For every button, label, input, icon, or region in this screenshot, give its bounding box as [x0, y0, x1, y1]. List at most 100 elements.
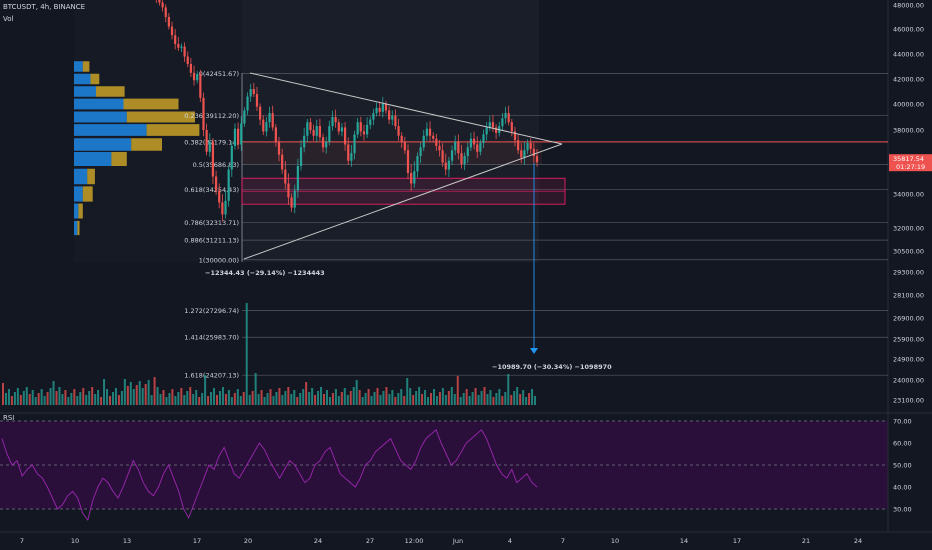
- time-tick-label: 10: [611, 537, 619, 545]
- candle-body: [230, 145, 233, 170]
- volume-bar: [435, 396, 438, 405]
- candle-body: [362, 131, 366, 135]
- candle-body: [243, 110, 246, 124]
- volume-bar: [284, 391, 287, 405]
- triangle-pattern[interactable]: [243, 72, 563, 260]
- volume-bar: [361, 397, 364, 405]
- volume-bar: [355, 380, 358, 405]
- volume-bar: [510, 395, 513, 405]
- candle-body: [312, 130, 315, 136]
- volume-bar: [400, 389, 403, 405]
- volume-bar: [218, 391, 221, 405]
- fib-level-label: 0.886(31211.13): [184, 237, 239, 245]
- candle-body: [199, 74, 202, 98]
- candle-body: [482, 134, 485, 144]
- candle-body: [233, 128, 237, 146]
- time-tick-label: 14: [680, 537, 688, 545]
- volume-bar: [37, 393, 40, 405]
- volume-bar: [447, 391, 450, 405]
- volume-bar: [403, 396, 406, 405]
- support-zone[interactable]: [241, 177, 566, 205]
- volume-profile-down-bar: [87, 168, 95, 185]
- price-axis[interactable]: 48000.00 46000.00 44000.00 42000.00 40000.00…: [893, 2, 924, 405]
- candle-body: [161, 2, 164, 8]
- price-tick-label: 25900.00: [893, 336, 924, 344]
- volume-bar: [224, 394, 227, 405]
- volume-bar: [388, 394, 391, 405]
- volume-bar: [486, 394, 489, 405]
- candle-body: [535, 156, 539, 163]
- candle-body: [299, 147, 303, 166]
- candle-body: [410, 173, 413, 184]
- volume-profile-up-bar: [74, 124, 147, 136]
- candle-body: [318, 126, 322, 138]
- volume-bar: [55, 391, 58, 405]
- volume-bar: [498, 389, 501, 405]
- time-tick-label: 17: [733, 537, 741, 545]
- candle-body: [425, 128, 428, 136]
- candle-body: [340, 127, 344, 132]
- volume-bar: [40, 389, 43, 405]
- candle-body: [469, 138, 473, 148]
- measurement-tool[interactable]: −12344.43 (−29.14%) −1234443 −10989.70 (−…: [205, 163, 612, 371]
- fib-level-label: 1.414(25983.70): [184, 334, 239, 342]
- volume-bar: [391, 390, 394, 405]
- candle-body: [422, 135, 425, 148]
- volume-bar: [25, 387, 28, 405]
- rsi-line: [1, 429, 538, 522]
- volume-bar: [367, 389, 370, 405]
- current-price-label: 35817.54: [893, 155, 924, 163]
- volume-bar: [61, 394, 64, 405]
- volume-bar: [382, 391, 385, 405]
- volume-bar: [376, 388, 379, 405]
- candle-body: [450, 150, 454, 161]
- candle-body: [501, 118, 504, 127]
- candle-body: [369, 119, 372, 125]
- volume-bar: [210, 392, 213, 405]
- volume-bar: [346, 395, 349, 405]
- volume-bar: [135, 385, 138, 405]
- time-axis[interactable]: 7 10 13 17 20 24 27 12:00 Jun 4 7 10 14 17 21 24: [20, 537, 862, 545]
- volume-bar: [328, 397, 331, 405]
- candle-body: [343, 127, 347, 145]
- candle-body: [177, 44, 180, 48]
- fibonacci-retracement[interactable]: 0(42451.67) 0.236(39112.20) 0.382(37179.14…: [184, 70, 888, 380]
- price-tick-label: 34000.00: [893, 191, 924, 199]
- candle-body: [334, 117, 337, 123]
- volume-bar: [358, 390, 361, 405]
- fib-level-label: 0.618(34254.43): [184, 186, 239, 194]
- candle-body: [526, 143, 529, 151]
- volume-bar: [73, 389, 76, 405]
- volume-profile-up-bar: [74, 186, 83, 202]
- volume-bar: [525, 397, 528, 405]
- volume-profile-down-bar: [96, 86, 125, 97]
- candle-body: [271, 113, 274, 128]
- volume-bar: [317, 391, 320, 405]
- candle-body: [325, 141, 328, 148]
- candle-body: [532, 148, 535, 157]
- volume-bar: [248, 395, 251, 405]
- volume-bar: [465, 389, 468, 405]
- candle-body: [463, 156, 466, 165]
- symbol-header[interactable]: BTCUSDT, 4h, BINANCE: [3, 3, 86, 11]
- volume-bar: [76, 396, 79, 405]
- time-tick-label: 7: [20, 537, 24, 545]
- triangle-upper-line: [249, 72, 563, 145]
- volume-bar: [100, 397, 103, 405]
- fib-fill: [242, 141, 542, 165]
- volume-profile-down-bar: [111, 152, 127, 166]
- volume-bar: [156, 387, 159, 405]
- volume-bar: [257, 394, 260, 405]
- volume-bar: [242, 392, 245, 405]
- volume-bar: [311, 388, 314, 405]
- price-tick-label: 29300.00: [893, 269, 924, 277]
- candle-body: [485, 127, 488, 135]
- volume-bar: [117, 395, 120, 405]
- volume-legend: Vol: [3, 15, 14, 23]
- volume-bar: [245, 303, 248, 405]
- volume-bar: [269, 389, 272, 405]
- candle-body: [186, 56, 189, 64]
- volume-bar: [501, 396, 504, 405]
